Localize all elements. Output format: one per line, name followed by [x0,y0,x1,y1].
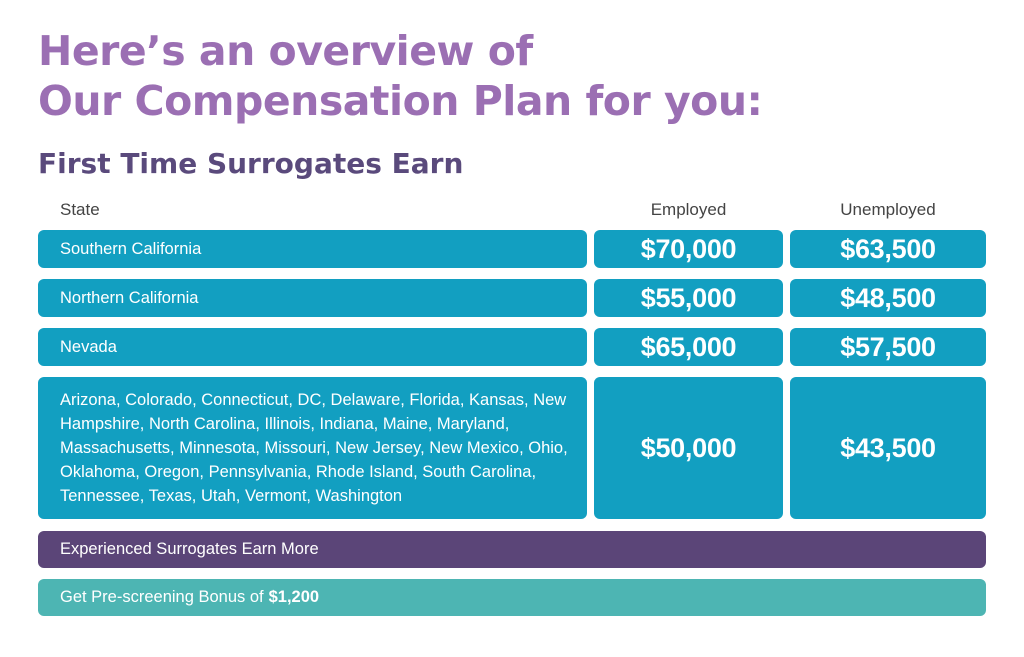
employed-amount: $65,000 [594,328,783,366]
section-title: First Time Surrogates Earn [38,147,464,180]
state-cell: Nevada [38,328,587,366]
employed-amount: $70,000 [594,230,783,268]
employed-amount: $55,000 [594,279,783,317]
table-row: Nevada $65,000 $57,500 [38,328,986,366]
page-heading: Here’s an overview of Our Compensation P… [38,26,763,126]
table-row: Arizona, Colorado, Connecticut, DC, Dela… [38,377,986,519]
heading-line-1: Here’s an overview of [38,27,533,75]
table-row: Southern California $70,000 $63,500 [38,230,986,268]
unemployed-amount: $57,500 [790,328,986,366]
column-header-employed: Employed [650,200,727,219]
unemployed-amount: $48,500 [790,279,986,317]
state-cell: Arizona, Colorado, Connecticut, DC, Dela… [38,377,587,519]
state-cell: Southern California [38,230,587,268]
table-row: Northern California $55,000 $48,500 [38,279,986,317]
column-header-state: State [60,200,100,219]
heading-line-2: Our Compensation Plan for you: [38,77,763,125]
unemployed-amount: $63,500 [790,230,986,268]
employed-amount: $50,000 [594,377,783,519]
column-header-unemployed: Unemployed [840,200,936,219]
bonus-amount: $1,200 [268,588,320,606]
state-cell: Northern California [38,279,587,317]
prescreening-bonus-banner: Get Pre-screening Bonus of $1,200 [38,579,986,616]
bonus-label: Get Pre-screening Bonus of [60,588,264,606]
experienced-surrogates-banner: Experienced Surrogates Earn More [38,531,986,568]
unemployed-amount: $43,500 [790,377,986,519]
